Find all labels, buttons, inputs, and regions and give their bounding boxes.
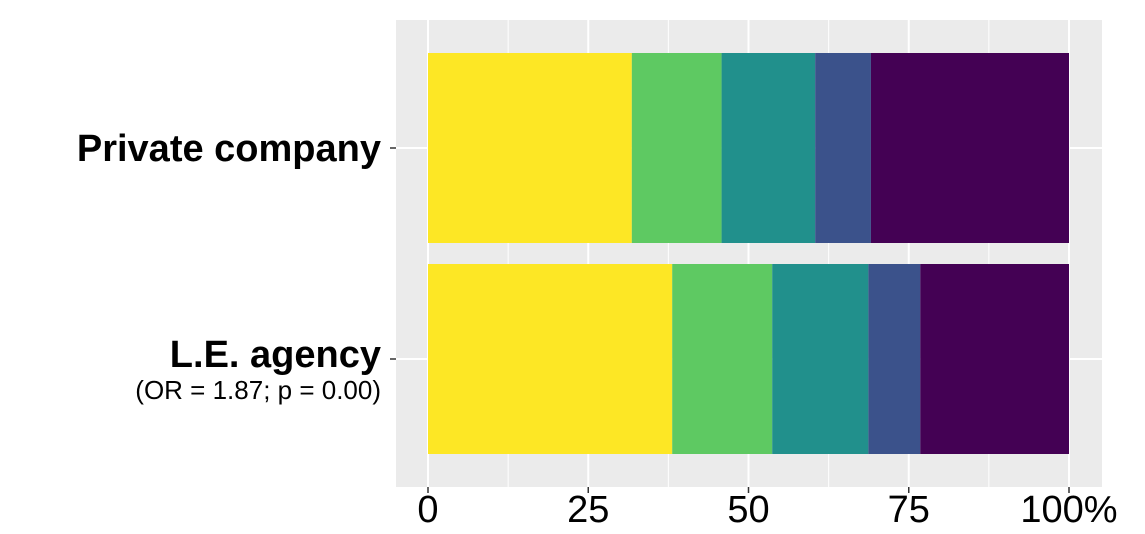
bar-segment xyxy=(870,53,1069,243)
bar-segment xyxy=(721,53,816,243)
bar-segment xyxy=(428,53,632,243)
y-axis: Private company L.E. agency(OR = 1.87; p … xyxy=(77,128,396,405)
bars xyxy=(428,53,1069,454)
bar-segment xyxy=(920,264,1069,454)
bar-segment xyxy=(672,264,773,454)
x-axis: 0 25 50 75 100% xyxy=(417,487,1118,531)
bar-segment xyxy=(772,264,869,454)
x-tick-label: 75 xyxy=(888,489,930,531)
x-tick-label: 50 xyxy=(727,489,769,531)
bar-segment xyxy=(428,264,673,454)
bar-segment xyxy=(868,264,921,454)
x-tick-label: 25 xyxy=(567,489,609,531)
x-tick-label: 0 xyxy=(417,489,438,531)
category-label: L.E. agency xyxy=(170,334,381,376)
category-sublabel: (OR = 1.87; p = 0.00) xyxy=(135,375,381,405)
bar-segment xyxy=(631,53,722,243)
bar-segment xyxy=(815,53,871,243)
x-tick-label: 100% xyxy=(1020,489,1117,531)
category-label: Private company xyxy=(77,128,381,170)
